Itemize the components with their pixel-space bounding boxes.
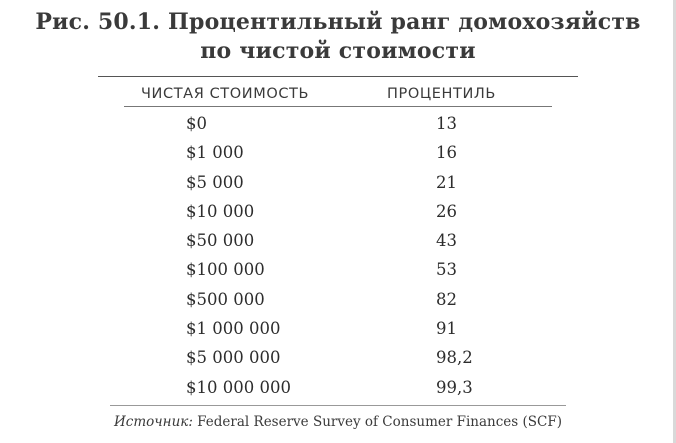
table-row: $50 000 43 (0, 227, 676, 256)
percentile-cell: 99,3 (436, 377, 473, 397)
header-rule (124, 106, 552, 107)
net-worth-cell: $500 000 (186, 289, 265, 309)
table-row: $1 000 16 (0, 139, 676, 168)
table-row: $10 000 000 99,3 (0, 374, 676, 403)
net-worth-cell: $50 000 (186, 231, 255, 251)
source-label: Источник: (114, 414, 193, 430)
net-worth-cell: $100 000 (186, 260, 265, 280)
percentile-cell: 43 (436, 231, 457, 251)
percentile-cell: 26 (436, 201, 457, 221)
percentile-cell: 16 (436, 143, 457, 163)
net-worth-cell: $10 000 (186, 201, 255, 221)
page-edge (673, 0, 676, 443)
table-row: $100 000 53 (0, 256, 676, 285)
figure-title-line-1: Рис. 50.1. Процентильный ранг домохозяйс… (35, 9, 641, 35)
table-header: ЧИСТАЯ СТОИМОСТЬ ПРОЦЕНТИЛЬ (0, 84, 676, 106)
source-note: Источник: Federal Reserve Survey of Cons… (0, 414, 676, 430)
net-worth-cell: $10 000 000 (186, 377, 291, 397)
top-rule (98, 76, 578, 77)
table-row: $10 000 26 (0, 198, 676, 227)
net-worth-cell: $0 (186, 114, 207, 133)
net-worth-cell: $5 000 000 (186, 348, 281, 368)
table-row: $500 000 82 (0, 286, 676, 315)
header-net-worth: ЧИСТАЯ СТОИМОСТЬ (141, 86, 310, 102)
net-worth-cell: $1 000 000 (186, 319, 281, 339)
table-body: $0 13 $1 000 16 $5 000 21 $10 000 26 $50… (0, 110, 676, 403)
bottom-rule (110, 405, 566, 406)
percentile-cell: 13 (436, 114, 457, 133)
table-row: $5 000 21 (0, 169, 676, 198)
percentile-cell: 53 (436, 260, 457, 280)
header-percentile: ПРОЦЕНТИЛЬ (387, 86, 496, 102)
figure-title: Рис. 50.1. Процентильный ранг домохозяйс… (0, 8, 676, 66)
table-row: $1 000 000 91 (0, 315, 676, 344)
table-row: $0 13 (0, 110, 676, 139)
net-worth-cell: $5 000 (186, 172, 244, 192)
percentile-cell: 91 (436, 319, 457, 339)
source-text: Federal Reserve Survey of Consumer Finan… (192, 414, 562, 430)
table-row: $5 000 000 98,2 (0, 344, 676, 373)
figure-title-line-2: по чистой стоимости (200, 38, 476, 64)
net-worth-cell: $1 000 (186, 143, 244, 163)
percentile-cell: 21 (436, 172, 457, 192)
percentile-cell: 82 (436, 289, 457, 309)
percentile-cell: 98,2 (436, 348, 473, 368)
